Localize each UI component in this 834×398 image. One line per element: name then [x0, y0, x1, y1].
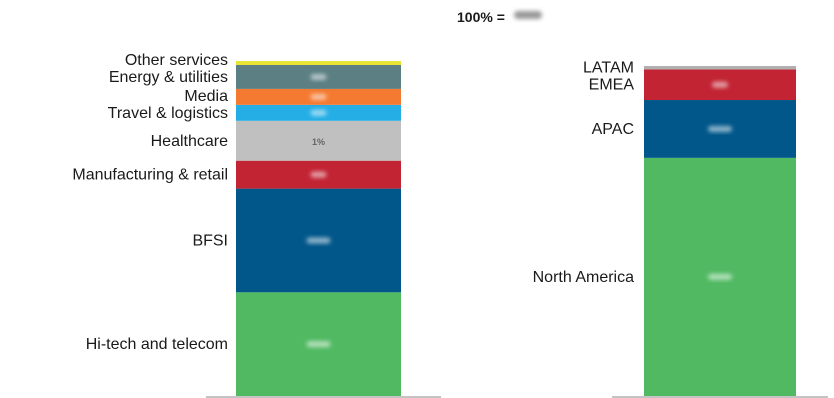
- bar-value-blurred: [310, 109, 327, 116]
- category-label-media: Media: [184, 88, 228, 105]
- bar-value-blurred: [708, 273, 732, 280]
- bar-value-blurred: [310, 93, 327, 100]
- bar-value-label: 1%: [312, 137, 325, 147]
- total-value-blurred: [514, 11, 542, 19]
- category-label-apac: APAC: [592, 121, 634, 138]
- category-label-hi-tech-and-telecom: Hi-tech and telecom: [86, 336, 228, 353]
- category-label-latam: LATAM: [583, 60, 634, 77]
- category-label-healthcare: Healthcare: [151, 133, 228, 150]
- bar-value-blurred: [708, 125, 732, 132]
- category-label-emea: EMEA: [589, 77, 635, 94]
- bar-value-blurred: [306, 341, 331, 348]
- labels-layer: Hi-tech and telecom BFSI Manufacturing & r…: [72, 52, 634, 353]
- bar-value-blurred: [310, 171, 327, 178]
- total-label: 100% =: [457, 9, 505, 25]
- category-label-bfsi: BFSI: [192, 232, 228, 249]
- bar-segment-other-services: [236, 61, 401, 65]
- bar-value-blurred: [712, 81, 728, 88]
- bar-segment-healthcare: [236, 120, 401, 161]
- category-label-energy-utilities: Energy & utilities: [109, 69, 228, 86]
- bar-value-blurred: [310, 73, 327, 80]
- bar-value-blurred: [306, 237, 331, 244]
- category-label-manufacturing-retail: Manufacturing & retail: [72, 167, 228, 184]
- category-label-other-services: Other services: [125, 52, 228, 69]
- category-label-north-america: North America: [533, 269, 634, 286]
- bar-segment-latam: [644, 66, 796, 70]
- category-label-travel-logistics: Travel & logistics: [108, 105, 228, 122]
- bars-layer: 1%: [236, 61, 796, 396]
